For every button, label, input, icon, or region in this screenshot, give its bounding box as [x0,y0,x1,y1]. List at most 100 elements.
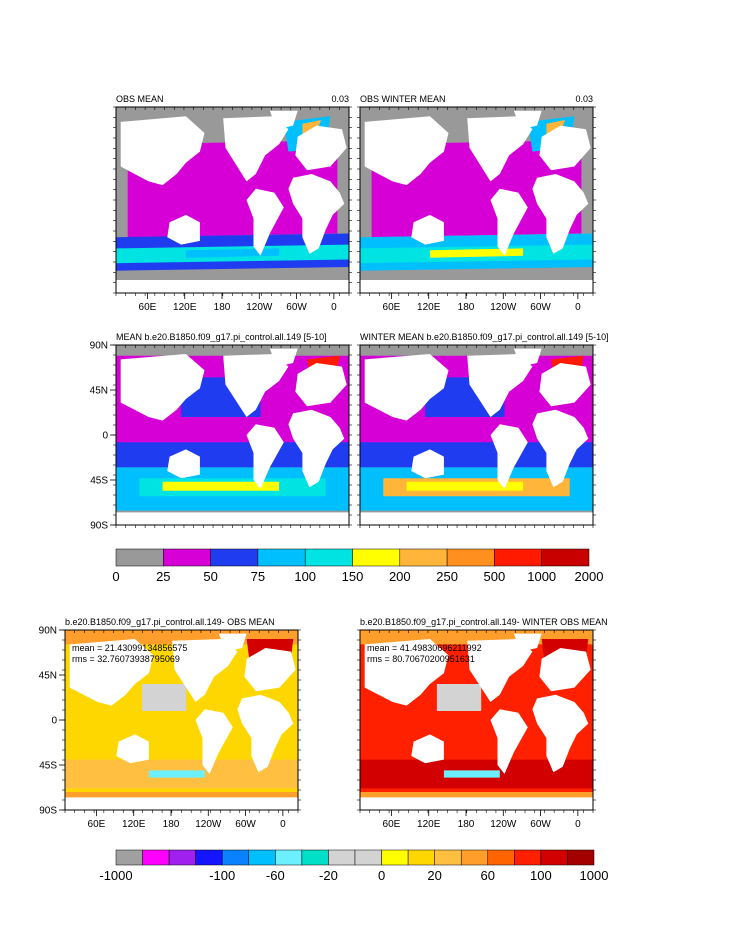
land-mass [223,116,289,182]
field-region-4 [148,770,205,778]
land-mass [120,354,205,421]
lon-tick-label: 120E [417,302,441,313]
lat-tick-label: 90N [90,341,108,352]
colorbar-label: 150 [342,569,364,584]
land-mass [490,424,528,489]
lon-tick-label: 120E [173,302,197,313]
colorbar-swatch [195,849,223,866]
colorbar-label: 60 [481,868,495,883]
colorbar-swatch [514,849,542,866]
field-region-2 [436,684,482,711]
field-region-4 [443,770,500,778]
mean-stat: mean = 21.43099134856575 [72,643,187,653]
colorbar-label: 1000 [527,569,556,584]
colorbar-label: 75 [251,569,265,584]
land-mass [120,116,205,186]
map-field [360,630,593,810]
field-region-6 [162,481,280,491]
panel-title: OBS WINTER MEAN [360,94,446,104]
colorbar-swatch [275,849,303,866]
land-mass [411,449,444,479]
colorbar-top: 0 25 50 75 100 150 200 250 500 1000 2000 [112,548,604,584]
land-mass [116,512,349,525]
lon-tick-label: 180 [458,819,475,830]
colorbar-swatch [210,548,259,567]
lon-tick-label: 120W [195,819,222,830]
colorbar-swatch [301,849,329,866]
colorbar-label: 2000 [575,569,604,584]
rms-stat: rms = 80.70670200951631 [367,654,475,664]
lon-tick-label: 60W [530,819,551,830]
colorbar-swatch [328,849,356,866]
land-mass [269,110,298,130]
colorbar-label: -1000 [99,868,132,883]
land-mass [539,363,591,407]
map-panel-obs-winter-mean: OBS WINTER MEAN 0.03 60E 120E 180 120W 60W 0 [357,94,596,313]
panel-title-right: 0.03 [331,94,349,104]
land-mass [69,639,154,706]
colorbar-label: -60 [266,868,285,883]
colorbar-swatch [407,849,435,866]
land-mass [532,409,589,488]
lon-tick-label: 60W [235,819,256,830]
lat-tick-label: 90N [39,626,57,637]
lon-tick-label: 60W [530,302,551,313]
map-field [116,107,349,293]
colorbar-swatch [115,548,164,567]
lon-tick-label: 180 [214,302,231,313]
land-mass [116,734,149,764]
land-mass [467,354,533,417]
colorbar-label: 0 [112,569,119,584]
lon-tick-label: 120W [490,302,517,313]
panel-title-right: 0.03 [575,94,593,104]
lat-tick-label: 45S [39,761,57,772]
land-mass [237,694,294,773]
lon-tick-label: 60E [383,819,401,830]
lon-tick-label: 120E [122,819,146,830]
land-mass [295,363,347,407]
land-mass [411,734,444,764]
panel-title: b.e20.B1850.f09_g17.pi_control.all.149- … [65,617,275,627]
land-mass [411,214,444,245]
lon-tick-label: 120E [417,819,441,830]
land-mass [513,110,542,130]
land-mass [360,280,593,293]
land-mass [288,174,345,254]
colorbar-swatch [487,849,515,866]
field-region-4 [429,248,524,258]
colorbar-swatch [460,849,489,866]
land-mass [269,348,298,367]
land-mass [167,449,200,479]
land-mass [539,648,591,692]
land-mass [172,639,238,702]
land-mass [532,694,589,773]
land-mass [364,116,449,186]
colorbar-swatch [540,849,568,866]
colorbar-swatch [399,548,448,567]
land-mass [364,354,449,421]
land-mass [360,512,593,525]
land-mass [244,648,296,692]
panel-title: MEAN b.e20.B1850.f09_g17.pi_control.all.… [116,332,327,342]
colorbar-label: 25 [156,569,170,584]
colorbar-label: 500 [484,569,506,584]
colorbar-swatch [541,548,590,567]
colorbar-label: 100 [294,569,316,584]
map-panel-obs-mean: OBS MEAN 0.03 60E 120E 180 120W 60W 0 [113,94,352,313]
lon-tick-label: 60E [88,819,106,830]
lat-tick-label: 0 [51,716,57,727]
lat-tick-label: 45N [39,671,57,682]
colorbar-swatch [142,849,170,866]
field-region-2 [141,684,187,711]
map-panel-diff-winter-mean: b.e20.B1850.f09_g17.pi_control.all.149- … [357,617,608,830]
colorbar-swatch [494,548,542,567]
lat-tick-label: 45N [90,386,108,397]
land-mass [539,125,591,171]
rms-stat: rms = 32.76073938795069 [72,654,180,664]
colorbar-label: 250 [436,569,458,584]
colorbar-swatch [434,849,462,866]
lon-tick-label: 0 [280,819,286,830]
land-mass [246,424,284,489]
lat-tick-label: 90S [90,521,108,532]
